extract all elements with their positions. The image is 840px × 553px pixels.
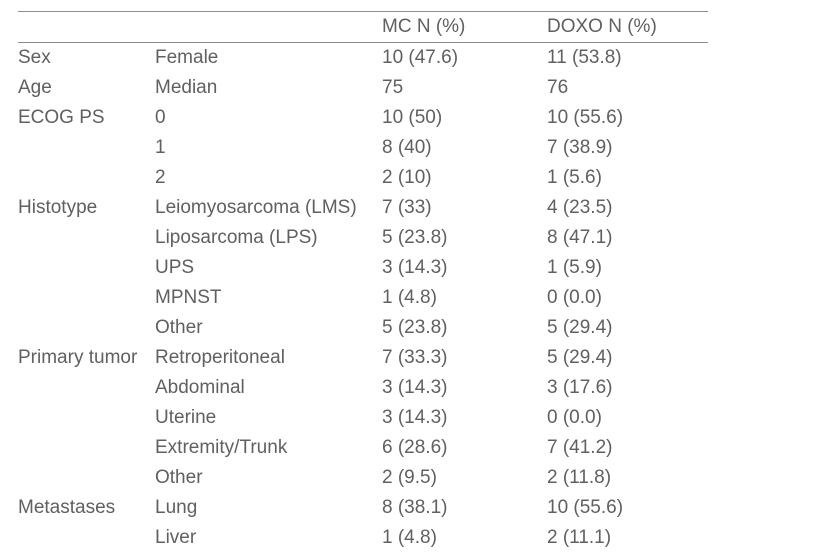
mc-value-cell: 3 (14.3) — [382, 377, 448, 398]
category-cell — [18, 133, 155, 163]
subcategory-cell: Lung — [155, 497, 198, 518]
subcategory-cell: 0 — [155, 107, 166, 128]
header-cell-mc: MC N (%) — [382, 16, 466, 37]
table-row: Histotype Leiomyosarcoma (LMS) 7 (33) 4 (23… — [18, 193, 708, 223]
mc-value-cell: 3 (14.3) — [382, 407, 448, 428]
subcategory-cell: Other — [155, 317, 203, 338]
header-cell-doxo: DOXO N (%) — [547, 16, 657, 37]
doxo-value-cell: 10 (55.6) — [547, 497, 624, 518]
table-row: Age Median 75 76 — [18, 73, 708, 103]
header-cell-empty-1 — [18, 12, 155, 43]
category-cell: Age — [18, 77, 52, 98]
subcategory-cell: 1 — [155, 137, 166, 158]
mc-value-cell: 75 — [382, 77, 404, 98]
subcategory-cell: Liposarcoma (LPS) — [155, 227, 318, 248]
table-row: Liver 1 (4.8) 2 (11.1) — [18, 523, 708, 553]
doxo-value-cell: 10 (55.6) — [547, 107, 624, 128]
doxo-value-cell: 1 (5.6) — [547, 167, 602, 188]
table-row: Abdominal 3 (14.3) 3 (17.6) — [18, 373, 708, 403]
doxo-value-cell: 11 (53.8) — [547, 47, 622, 68]
subcategory-cell: Uterine — [155, 407, 217, 428]
category-cell: Metastases — [18, 497, 116, 518]
category-cell — [18, 223, 155, 253]
table-header-row: MC N (%) DOXO N (%) — [18, 11, 708, 43]
mc-value-cell: 10 (50) — [382, 107, 443, 128]
doxo-value-cell: 5 (29.4) — [547, 317, 613, 338]
characteristics-table-container: MC N (%) DOXO N (%) Sex Female 10 (47.6) 11… — [18, 11, 708, 553]
mc-value-cell: 8 (40) — [382, 137, 432, 158]
category-cell — [18, 373, 155, 403]
doxo-value-cell: 0 (0.0) — [547, 407, 602, 428]
doxo-value-cell: 5 (29.4) — [547, 347, 613, 368]
mc-value-cell: 7 (33) — [382, 197, 432, 218]
category-cell — [18, 253, 155, 283]
characteristics-table: MC N (%) DOXO N (%) Sex Female 10 (47.6) 11… — [18, 11, 708, 553]
category-cell — [18, 523, 155, 553]
doxo-value-cell: 0 (0.0) — [547, 287, 602, 308]
subcategory-cell: Liver — [155, 527, 197, 548]
mc-value-cell: 1 (4.8) — [382, 287, 437, 308]
table-row: Other 5 (23.8) 5 (29.4) — [18, 313, 708, 343]
subcategory-cell: Abdominal — [155, 377, 245, 398]
subcategory-cell: Other — [155, 467, 203, 488]
category-cell — [18, 403, 155, 433]
mc-value-cell: 7 (33.3) — [382, 347, 448, 368]
subcategory-cell: Female — [155, 47, 219, 68]
table-row: Primary tumor Retroperitoneal 7 (33.3) 5 (2… — [18, 343, 708, 373]
table-row: ECOG PS 0 10 (50) 10 (55.6) — [18, 103, 708, 133]
category-cell — [18, 463, 155, 493]
table-row: Other 2 (9.5) 2 (11.8) — [18, 463, 708, 493]
doxo-value-cell: 7 (41.2) — [547, 437, 613, 458]
doxo-value-cell: 1 (5.9) — [547, 257, 602, 278]
category-cell: Primary tumor — [18, 347, 138, 368]
mc-value-cell: 2 (10) — [382, 167, 432, 188]
header-cell-empty-2 — [155, 12, 382, 43]
subcategory-cell: Median — [155, 77, 218, 98]
table-row: 2 2 (10) 1 (5.6) — [18, 163, 708, 193]
mc-value-cell: 10 (47.6) — [382, 47, 459, 68]
subcategory-cell: Extremity/Trunk — [155, 437, 288, 458]
table-row: Extremity/Trunk 6 (28.6) 7 (41.2) — [18, 433, 708, 463]
category-cell — [18, 433, 155, 463]
category-cell — [18, 313, 155, 343]
subcategory-cell: Retroperitoneal — [155, 347, 285, 368]
doxo-value-cell: 7 (38.9) — [547, 137, 613, 158]
subcategory-cell: UPS — [155, 257, 195, 278]
table-row: Liposarcoma (LPS) 5 (23.8) 8 (47.1) — [18, 223, 708, 253]
table-row: 1 8 (40) 7 (38.9) — [18, 133, 708, 163]
mc-value-cell: 5 (23.8) — [382, 227, 448, 248]
category-cell: Sex — [18, 47, 51, 68]
mc-value-cell: 3 (14.3) — [382, 257, 448, 278]
mc-value-cell: 6 (28.6) — [382, 437, 448, 458]
subcategory-cell: 2 — [155, 167, 166, 188]
doxo-value-cell: 76 — [547, 77, 569, 98]
table-body: Sex Female 10 (47.6) 11 (53.8) Age Median 75 76… — [18, 43, 708, 553]
doxo-value-cell: 2 (11.1) — [547, 527, 612, 548]
table-row: MPNST 1 (4.8) 0 (0.0) — [18, 283, 708, 313]
category-cell — [18, 283, 155, 313]
table-row: Sex Female 10 (47.6) 11 (53.8) — [18, 43, 708, 74]
doxo-value-cell: 4 (23.5) — [547, 197, 613, 218]
doxo-value-cell: 2 (11.8) — [547, 467, 612, 488]
category-cell: ECOG PS — [18, 107, 105, 128]
mc-value-cell: 2 (9.5) — [382, 467, 437, 488]
subcategory-cell: MPNST — [155, 287, 222, 308]
mc-value-cell: 8 (38.1) — [382, 497, 448, 518]
table-header: MC N (%) DOXO N (%) — [18, 11, 708, 43]
mc-value-cell: 1 (4.8) — [382, 527, 437, 548]
table-row: UPS 3 (14.3) 1 (5.9) — [18, 253, 708, 283]
table-row: Metastases Lung 8 (38.1) 10 (55.6) — [18, 493, 708, 523]
doxo-value-cell: 3 (17.6) — [547, 377, 613, 398]
category-cell — [18, 163, 155, 193]
subcategory-cell: Leiomyosarcoma (LMS) — [155, 197, 357, 218]
category-cell: Histotype — [18, 197, 98, 218]
mc-value-cell: 5 (23.8) — [382, 317, 448, 338]
doxo-value-cell: 8 (47.1) — [547, 227, 613, 248]
table-row: Uterine 3 (14.3) 0 (0.0) — [18, 403, 708, 433]
